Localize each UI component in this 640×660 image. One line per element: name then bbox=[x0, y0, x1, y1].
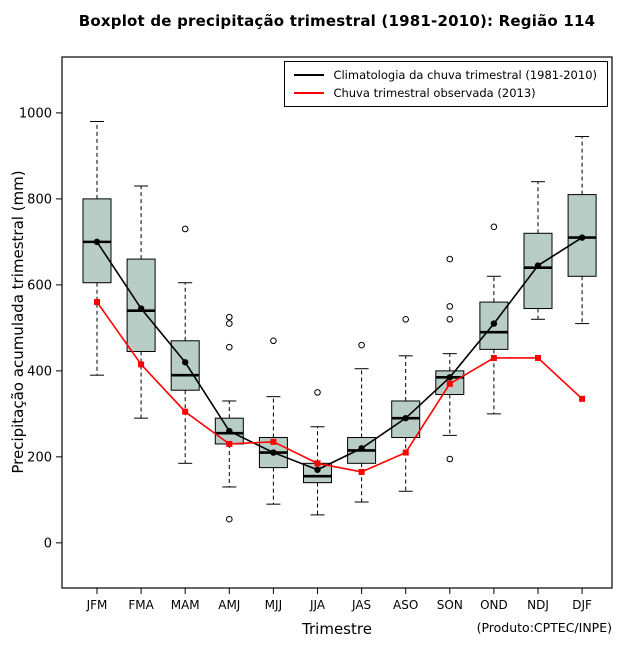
plot-frame bbox=[61, 56, 613, 589]
box-ASO bbox=[391, 315, 421, 492]
series-point bbox=[535, 354, 541, 361]
observed-line-swatch bbox=[294, 92, 325, 94]
series-point bbox=[402, 449, 409, 456]
series-point bbox=[182, 359, 189, 366]
series-line-1 bbox=[96, 301, 583, 473]
series-point bbox=[358, 468, 365, 475]
series-point bbox=[226, 440, 233, 447]
box-JJA bbox=[303, 389, 332, 516]
box-body bbox=[170, 340, 200, 391]
series-point bbox=[579, 395, 586, 402]
series-point bbox=[137, 305, 145, 312]
x-tick-label: OND bbox=[480, 598, 508, 612]
series-point bbox=[446, 374, 453, 381]
outlier-point bbox=[358, 341, 365, 349]
climatology-line-swatch bbox=[294, 74, 325, 76]
x-tick-label: JJA bbox=[309, 598, 326, 612]
box-SON bbox=[435, 255, 465, 463]
series-line-0 bbox=[96, 236, 583, 471]
box-JAS bbox=[347, 341, 377, 503]
outlier-point bbox=[446, 455, 454, 463]
box-body bbox=[523, 232, 553, 310]
box-JFM bbox=[82, 120, 112, 376]
series-point bbox=[490, 320, 498, 327]
y-tick-label: 800 bbox=[27, 192, 52, 207]
series-point bbox=[534, 262, 542, 269]
box-DJF bbox=[567, 136, 597, 325]
outlier-point bbox=[314, 389, 321, 396]
series-point bbox=[138, 361, 145, 368]
legend-label-climatology: Climatologia da chuva trimestral (1981-2… bbox=[333, 68, 597, 82]
y-tick-label: 600 bbox=[27, 278, 52, 293]
outlier-point bbox=[226, 313, 233, 321]
outlier-point bbox=[402, 315, 410, 323]
box-FMA bbox=[126, 185, 156, 419]
x-tick-label: NDJ bbox=[527, 598, 549, 612]
box-body bbox=[126, 258, 156, 353]
y-tick-label: 1000 bbox=[19, 106, 52, 121]
outlier-point bbox=[226, 320, 233, 327]
outlier-point bbox=[181, 225, 189, 233]
series-point bbox=[314, 460, 321, 467]
x-tick-label: JAS bbox=[351, 598, 371, 612]
outlier-point bbox=[490, 223, 498, 231]
series-point bbox=[358, 445, 365, 452]
legend-label-observed: Chuva trimestral observada (2013) bbox=[333, 86, 536, 100]
series-point bbox=[402, 414, 409, 422]
series-point bbox=[93, 238, 101, 246]
outlier-point bbox=[446, 255, 454, 263]
x-tick-label: JFM bbox=[86, 598, 108, 612]
series-point bbox=[446, 380, 453, 387]
box-MAM bbox=[170, 225, 200, 464]
product-credit: (Produto:CPTEC/INPE) bbox=[476, 620, 612, 635]
box-NDJ bbox=[523, 181, 553, 320]
y-tick-label: 0 bbox=[44, 536, 52, 551]
outlier-point bbox=[446, 303, 454, 310]
x-tick-label: AMJ bbox=[218, 598, 240, 612]
legend: Climatologia da chuva trimestral (1981-2… bbox=[284, 61, 608, 107]
outlier-point bbox=[446, 315, 454, 323]
series-point bbox=[578, 234, 586, 241]
box-AMJ bbox=[214, 313, 244, 523]
chart-title: Boxplot de precipitação trimestral (1981… bbox=[78, 12, 596, 30]
box-MJJ bbox=[258, 337, 288, 505]
x-tick-label: ASO bbox=[393, 598, 418, 612]
x-tick-label: SON bbox=[437, 598, 463, 612]
legend-item-observed: Chuva trimestral observada (2013) bbox=[294, 86, 597, 100]
series-point bbox=[314, 466, 321, 473]
outlier-point bbox=[270, 337, 277, 345]
box-body bbox=[479, 301, 509, 350]
x-tick-label: DJF bbox=[572, 598, 592, 612]
series-point bbox=[490, 354, 497, 361]
x-tick-label: MAM bbox=[171, 598, 200, 612]
x-axis-label: Trimestre bbox=[302, 620, 372, 638]
x-tick-label: FMA bbox=[128, 598, 154, 612]
y-axis-label: Precipitação acumulada trimestral (mm) bbox=[9, 170, 27, 474]
series-point bbox=[94, 299, 100, 306]
outlier-point bbox=[226, 343, 233, 351]
y-tick-label: 400 bbox=[27, 364, 52, 379]
x-tick-label: MJJ bbox=[265, 598, 282, 612]
series-point bbox=[182, 408, 189, 415]
legend-item-climatology: Climatologia da chuva trimestral (1981-2… bbox=[294, 68, 597, 82]
y-tick-label: 200 bbox=[27, 450, 52, 465]
outlier-point bbox=[226, 515, 233, 523]
series-point bbox=[270, 438, 277, 445]
box-OND bbox=[479, 223, 509, 415]
series-point bbox=[226, 427, 233, 435]
series-point bbox=[270, 449, 277, 456]
